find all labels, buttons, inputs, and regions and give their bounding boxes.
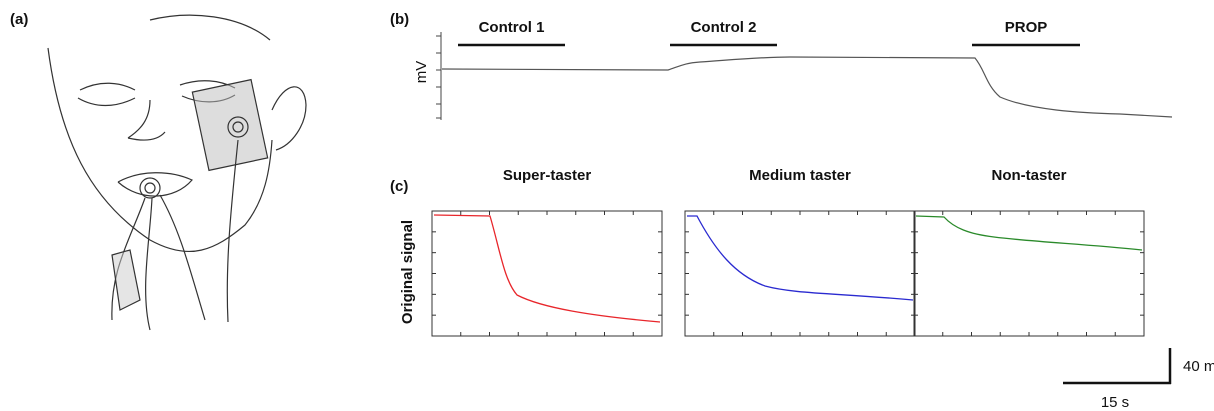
y-axis-label: mV (413, 61, 430, 84)
scale-bar (1063, 348, 1172, 385)
panel-label: (b) (390, 11, 409, 28)
scale-label: 40 mV (1183, 358, 1214, 375)
stimulus-label: PROP (1005, 19, 1048, 36)
group-title: Medium taster (749, 167, 851, 184)
signal-trace (687, 215, 914, 301)
group-title: Super-taster (503, 167, 592, 184)
plot-frame (431, 210, 663, 337)
face-drawing (47, 14, 307, 331)
panel-label: (a) (10, 11, 28, 28)
plot-frame (684, 210, 916, 337)
y-axis (436, 32, 442, 120)
group-title: Non-taster (991, 167, 1066, 184)
plot-frame (913, 210, 1145, 337)
signal-trace (915, 215, 1143, 251)
panel-label: (c) (390, 178, 408, 195)
y-axis-label: Original signal (399, 220, 416, 324)
stimulus-label: Control 2 (691, 19, 757, 36)
stimulus-label: Control 1 (479, 19, 545, 36)
signal-trace (441, 56, 1173, 118)
scale-label: 15 s (1101, 394, 1129, 411)
signal-trace (433, 214, 661, 323)
